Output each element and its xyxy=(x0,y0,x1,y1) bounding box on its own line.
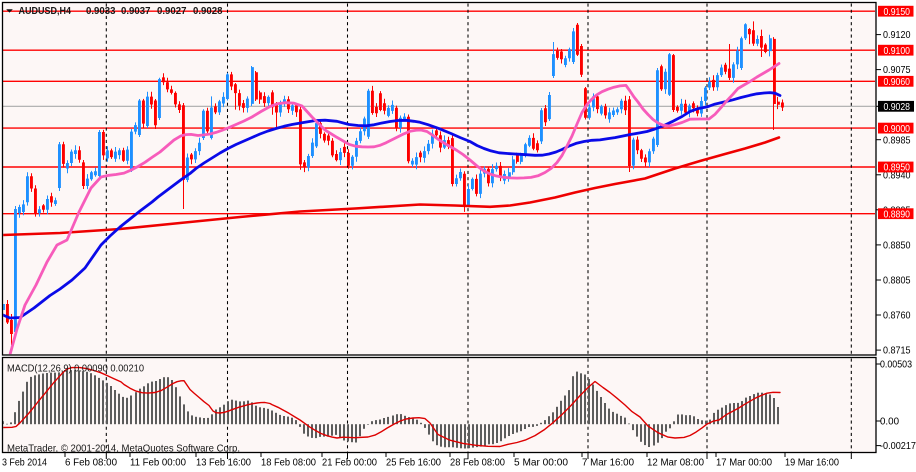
svg-text:0.00503: 0.00503 xyxy=(880,360,912,371)
svg-text:12 Mar 08:00: 12 Mar 08:00 xyxy=(647,458,704,469)
svg-text:28 Feb 08:00: 28 Feb 08:00 xyxy=(450,458,505,469)
svg-text:0.9120: 0.9120 xyxy=(883,30,911,41)
svg-text:0.9028: 0.9028 xyxy=(884,102,911,113)
svg-text:0.00: 0.00 xyxy=(880,417,899,428)
svg-text:0.9075: 0.9075 xyxy=(883,65,911,76)
svg-text:0.8760: 0.8760 xyxy=(883,311,911,322)
svg-text:18 Feb 08:00: 18 Feb 08:00 xyxy=(261,458,316,469)
svg-text:7 Mar 16:00: 7 Mar 16:00 xyxy=(582,458,634,469)
svg-text:6 Feb 08:00: 6 Feb 08:00 xyxy=(65,458,117,469)
svg-text:0.9150: 0.9150 xyxy=(884,7,911,18)
svg-text:MetaTrader, © 2001-2014, MetaQ: MetaTrader, © 2001-2014, MetaQuotes Soft… xyxy=(7,444,240,455)
svg-text:0.9000: 0.9000 xyxy=(884,124,911,135)
svg-text:0.9033: 0.9033 xyxy=(86,6,116,17)
svg-text:11 Feb 00:00: 11 Feb 00:00 xyxy=(130,458,186,469)
svg-text:0.9060: 0.9060 xyxy=(884,77,911,88)
svg-text:0.9028: 0.9028 xyxy=(193,6,223,17)
svg-text:AUDUSD,H4: AUDUSD,H4 xyxy=(19,6,72,17)
svg-text:25 Feb 16:00: 25 Feb 16:00 xyxy=(386,458,441,469)
svg-text:0.8805: 0.8805 xyxy=(883,276,911,287)
svg-text:19 Mar 16:00: 19 Mar 16:00 xyxy=(785,458,839,469)
svg-text:13 Feb 16:00: 13 Feb 16:00 xyxy=(196,458,251,469)
svg-text:21 Feb 00:00: 21 Feb 00:00 xyxy=(322,458,377,469)
svg-text:0.9100: 0.9100 xyxy=(884,46,911,57)
svg-text:0.8950: 0.8950 xyxy=(884,163,911,174)
svg-text:0.8985: 0.8985 xyxy=(883,135,911,146)
svg-text:0.9037: 0.9037 xyxy=(121,6,151,17)
svg-text:3 Feb 2014: 3 Feb 2014 xyxy=(2,458,47,469)
svg-text:0.8715: 0.8715 xyxy=(883,346,911,357)
svg-text:0.8940: 0.8940 xyxy=(883,170,911,181)
svg-text:17 Mar 00:00: 17 Mar 00:00 xyxy=(716,458,772,469)
svg-text:0.9027: 0.9027 xyxy=(157,6,187,17)
svg-text:5 Mar 00:00: 5 Mar 00:00 xyxy=(514,458,568,469)
svg-text:-0.00217: -0.00217 xyxy=(880,441,916,452)
svg-text:0.8890: 0.8890 xyxy=(884,209,911,220)
svg-text:MACD(12,26,9) 0.00090 0.00210: MACD(12,26,9) 0.00090 0.00210 xyxy=(7,364,144,375)
svg-text:0.8850: 0.8850 xyxy=(883,241,911,252)
